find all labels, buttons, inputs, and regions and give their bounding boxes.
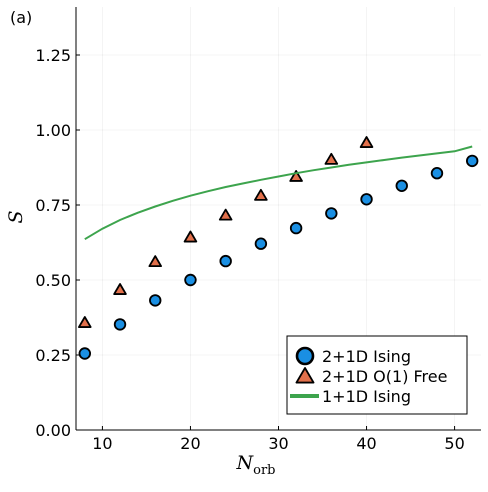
legend-label: 1+1D Ising [322,387,411,406]
data-point-triangle [113,283,127,295]
data-point-triangle [289,169,303,182]
series-line [84,145,473,241]
panel-label: (a) [10,8,32,27]
legend-triangle [295,367,315,384]
data-point-circle [184,273,197,287]
y-axis-label: S [5,210,27,223]
data-point-circle [325,207,338,220]
x-axis-label-main: N [236,452,255,474]
series-0 [78,154,479,360]
legend-symbol [295,367,315,384]
x-tick-label: 20 [180,434,200,453]
data-point-triangle [183,230,198,243]
x-axis-label: Norb [236,452,276,478]
x-tick-label: 40 [356,434,376,453]
ticks-layer: 10 20 30 40 50 0.00 0.25 0.50 0.75 1.00 1.25 [35,46,464,453]
series-layer [78,136,479,360]
data-point-circle [78,347,92,360]
legend-box [286,335,468,415]
y-tick-label: 0.75 [35,196,71,215]
y-tick-label: 0.00 [35,421,71,440]
series-2 [84,145,473,241]
y-tick-label: 0.50 [35,271,71,290]
data-point-triangle [254,188,268,201]
data-point-triangle [78,316,92,328]
data-point-triangle [148,255,163,268]
data-point-circle [430,166,444,180]
data-point-circle [465,154,479,168]
x-tick-label: 30 [268,434,288,453]
data-point-circle [360,193,373,206]
y-tick-label: 0.25 [35,346,71,365]
data-point-circle [219,254,232,268]
legend-label: 2+1D Ising [322,347,411,366]
legend-circle [295,346,315,366]
x-axis-label-subscript: orb [253,463,275,478]
x-tick-label: 50 [444,434,464,453]
legend-label: 2+1D O(1) Free [322,367,447,386]
x-tick-label: 10 [92,434,112,453]
legend-symbol [295,346,315,366]
data-point-circle [254,237,268,250]
y-tick-label: 1.00 [35,121,71,140]
data-point-circle [149,294,162,307]
data-point-triangle [359,136,374,148]
data-point-triangle [218,208,233,221]
data-point-circle [289,221,303,235]
data-point-triangle [324,152,339,165]
y-tick-label: 1.25 [35,46,71,65]
data-point-circle [113,318,127,331]
series-1 [78,136,374,328]
data-point-circle [395,179,408,193]
